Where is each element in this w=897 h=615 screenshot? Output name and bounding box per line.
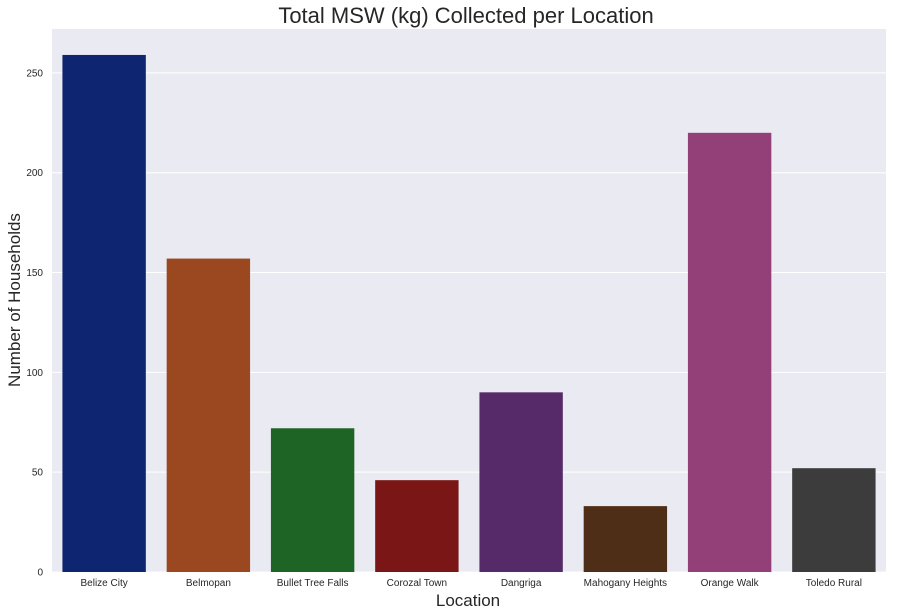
y-axis-label: Number of Households <box>5 213 24 387</box>
x-tick-label: Belize City <box>81 578 128 589</box>
x-tick-label: Toledo Rural <box>806 578 862 589</box>
bar-bullet-tree-falls <box>270 428 355 572</box>
x-axis-label: Location <box>436 591 500 610</box>
x-tick-label: Corozal Town <box>387 578 447 589</box>
y-tick-label: 250 <box>26 68 43 79</box>
bar-orange-walk <box>687 132 772 572</box>
bar-toledo-rural <box>792 468 876 572</box>
y-tick-label: 100 <box>26 368 43 379</box>
bar-belmopan <box>166 258 251 572</box>
bar-belize-city <box>62 54 146 572</box>
bar-mahogany-heights <box>583 506 668 572</box>
y-tick-label: 0 <box>37 568 43 579</box>
x-tick-label: Belmopan <box>186 578 231 589</box>
x-tick-label: Orange Walk <box>701 578 760 589</box>
bar-corozal-town <box>375 480 459 572</box>
y-tick-labels: 0 50 100 150 200 250 <box>26 68 43 578</box>
y-tick-label: 50 <box>32 468 44 479</box>
chart-title: Total MSW (kg) Collected per Location <box>278 3 653 28</box>
y-tick-label: 150 <box>26 268 43 279</box>
y-tick-label: 200 <box>26 168 43 179</box>
x-tick-label: Mahogany Heights <box>584 578 667 589</box>
x-tick-label: Bullet Tree Falls <box>277 578 349 589</box>
bar-dangriga <box>479 392 563 572</box>
x-tick-label: Dangriga <box>501 578 542 589</box>
x-tick-labels: Belize City Belmopan Bullet Tree Falls Coro… <box>81 578 862 589</box>
bars <box>62 54 876 572</box>
